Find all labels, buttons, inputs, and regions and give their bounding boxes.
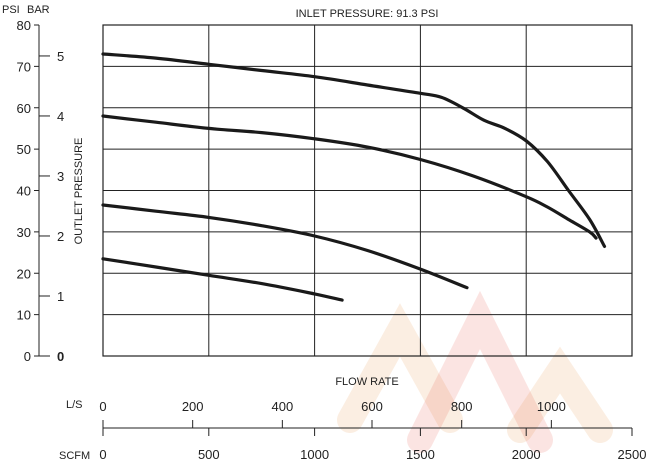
psi-tick-label: 70	[17, 59, 31, 74]
series-line	[101, 52, 607, 248]
scfm-tick-label: 2500	[618, 447, 647, 462]
ls-unit-label: L/S	[66, 399, 83, 411]
scfm-unit-label: SCFM	[59, 450, 90, 462]
scfm-tick-label: 2000	[512, 447, 541, 462]
scfm-tick-label: 500	[198, 447, 220, 462]
psi-tick-label: 20	[17, 266, 31, 281]
curves	[101, 52, 607, 302]
y-left-unit: PSI	[2, 4, 20, 16]
watermark	[337, 290, 613, 453]
bar-ticks: 0 1 2 3 4 5	[39, 49, 64, 364]
psi-ticks: 0 10 20 30 40 50 60 70 80	[17, 18, 39, 364]
ls-tick-label: 200	[182, 399, 204, 414]
x-axis-label: FLOW RATE	[335, 376, 398, 388]
bar-tick-label: 4	[57, 109, 64, 124]
scfm-tick-label: 0	[99, 447, 106, 462]
y-axis-label: OUTLET PRESSURE	[73, 138, 85, 245]
bar-tick-label: 2	[57, 229, 64, 244]
scfm-tick-label: 1000	[300, 447, 329, 462]
psi-tick-label: 30	[17, 225, 31, 240]
ls-tick-label: 0	[99, 399, 106, 414]
psi-tick-label: 50	[17, 142, 31, 157]
bar-tick-label: 0	[57, 349, 64, 364]
y-right-unit: BAR	[27, 4, 50, 16]
psi-tick-label: 40	[17, 184, 31, 199]
ls-tick-label: 600	[361, 399, 383, 414]
series-line	[101, 114, 598, 240]
psi-tick-label: 0	[24, 349, 31, 364]
series-line	[101, 203, 469, 290]
psi-tick-label: 80	[17, 18, 31, 33]
grid-lines	[103, 25, 632, 356]
series-line	[101, 257, 344, 302]
ls-tick-label: 800	[451, 399, 473, 414]
scfm-tick-label: 1500	[406, 447, 435, 462]
scfm-ticks: 0 500 1000 1500 2000 2500	[99, 428, 646, 462]
ls-ticks: 0 200 400 600 800 1000	[99, 399, 566, 428]
bar-tick-label: 1	[57, 289, 64, 304]
psi-tick-label: 10	[17, 308, 31, 323]
chart-title: INLET PRESSURE: 91.3 PSI	[296, 8, 439, 20]
bar-tick-label: 5	[57, 49, 64, 64]
ls-tick-label: 400	[271, 399, 293, 414]
psi-tick-label: 60	[17, 101, 31, 116]
ls-tick-label: 1000	[537, 399, 566, 414]
bar-tick-label: 3	[57, 169, 64, 184]
